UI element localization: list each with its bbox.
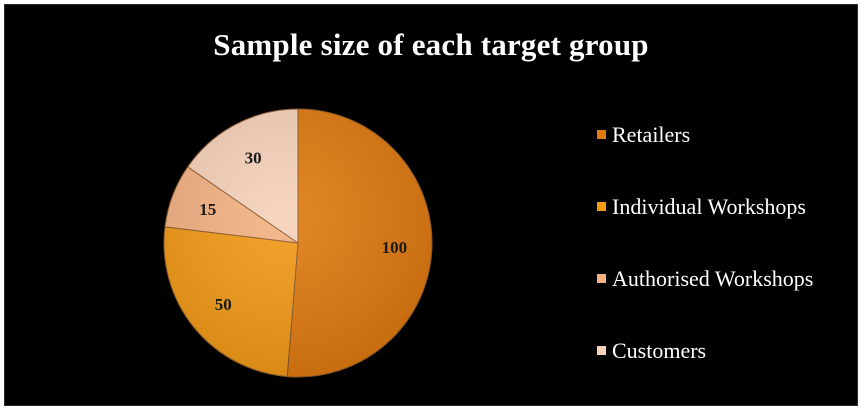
- legend-item-individual-workshops: Individual Workshops: [597, 189, 859, 224]
- chart-legend: Retailers Individual Workshops Authorise…: [597, 117, 859, 405]
- data-label-individual-workshops: 50: [215, 295, 232, 314]
- legend-item-retailers: Retailers: [597, 117, 859, 152]
- legend-item-authorised-workshops: Authorised Workshops: [597, 261, 859, 296]
- legend-swatch-retailers: [597, 130, 606, 139]
- legend-label-customers: Customers: [612, 337, 707, 363]
- legend-label-individual-workshops: Individual Workshops: [612, 193, 806, 219]
- chart-frame: Sample size of each target group 100 50 15…: [4, 4, 858, 406]
- chart-title: Sample size of each target group: [213, 27, 649, 62]
- pie-slice-retailers: [286, 108, 433, 378]
- legend-swatch-customers: [597, 346, 606, 355]
- legend-item-customers: Customers: [597, 333, 859, 368]
- data-label-customers: 30: [245, 149, 262, 168]
- legend-swatch-authorised-workshops: [597, 274, 606, 283]
- legend-label-authorised-workshops: Authorised Workshops: [612, 265, 814, 291]
- data-label-authorised-workshops: 15: [199, 200, 216, 219]
- data-label-retailers: 100: [382, 238, 408, 257]
- legend-swatch-individual-workshops: [597, 202, 606, 211]
- legend-label-retailers: Retailers: [612, 121, 691, 147]
